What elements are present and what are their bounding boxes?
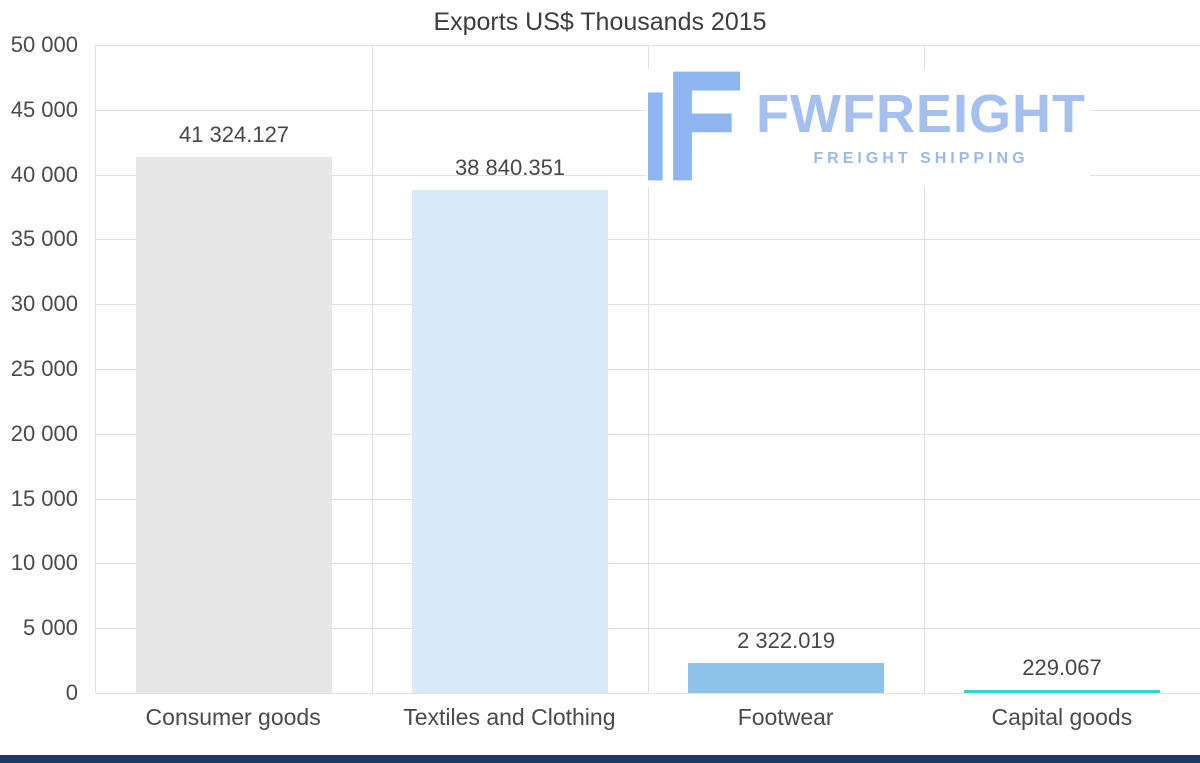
logo-text-block: FWFREIGHT FREIGHT SHIPPING xyxy=(756,87,1086,168)
bar-value-label: 2 322.019 xyxy=(737,627,835,653)
y-tick-label: 20 000 xyxy=(10,420,78,446)
logo-wordmark: FWFREIGHT xyxy=(756,84,1086,144)
bar-capital-goods xyxy=(964,690,1160,693)
x-category-label-textiles-and-clothing: Textiles and Clothing xyxy=(403,704,616,730)
footer-bar xyxy=(0,755,1200,763)
watermark: FWFREIGHT FREIGHT SHIPPING xyxy=(646,69,1090,187)
bar-column-textiles-and-clothing: 38 840.351 xyxy=(372,45,648,693)
bar-column-consumer-goods: 41 324.127 xyxy=(96,45,372,693)
y-tick-label: 5 000 xyxy=(22,615,78,641)
fwfreight-logo-icon xyxy=(648,71,740,181)
x-category-label-capital-goods: Capital goods xyxy=(991,704,1133,730)
y-tick-label: 40 000 xyxy=(10,161,78,187)
vertical-gridline xyxy=(648,45,649,693)
y-tick-label: 45 000 xyxy=(10,96,78,122)
y-axis: 50 000 45 000 40 000 35 000 30 000 25 000 20 0… xyxy=(0,32,85,705)
logo-tagline: FREIGHT SHIPPING xyxy=(813,150,1029,167)
plot-area: FWFREIGHT FREIGHT SHIPPING 41 324.127 38 … xyxy=(95,45,1200,694)
chart-title: Exports US$ Thousands 2015 xyxy=(433,8,767,36)
x-category-label-consumer-goods: Consumer goods xyxy=(145,704,321,730)
bar-column-capital-goods: 229.067 xyxy=(924,45,1200,693)
bar-value-label: 41 324.127 xyxy=(178,122,290,148)
y-tick-label: 30 000 xyxy=(10,291,78,317)
y-tick-label: 35 000 xyxy=(10,226,78,252)
gridline xyxy=(96,693,1200,694)
bars-container: 41 324.127 38 840.351 2 322.019 229.067 xyxy=(96,45,1200,693)
bar-footwear xyxy=(688,662,884,693)
x-category-label-footwear: Footwear xyxy=(737,704,834,730)
y-tick-label: 0 xyxy=(65,680,78,705)
bar-textiles-and-clothing xyxy=(412,189,608,693)
vertical-gridline xyxy=(372,45,373,693)
bar-consumer-goods xyxy=(136,157,332,693)
y-tick-label: 15 000 xyxy=(10,485,78,511)
vertical-gridline xyxy=(924,45,925,693)
y-tick-label: 50 000 xyxy=(10,32,78,57)
y-tick-label: 25 000 xyxy=(10,356,78,381)
bar-value-label: 38 840.351 xyxy=(454,154,566,180)
bar-column-footwear: 2 322.019 xyxy=(648,45,924,693)
y-tick-label: 10 000 xyxy=(10,550,78,576)
bar-value-label: 229.067 xyxy=(1022,655,1102,681)
x-axis: Consumer goods Textiles and Clothing Footw… xyxy=(95,704,1200,731)
